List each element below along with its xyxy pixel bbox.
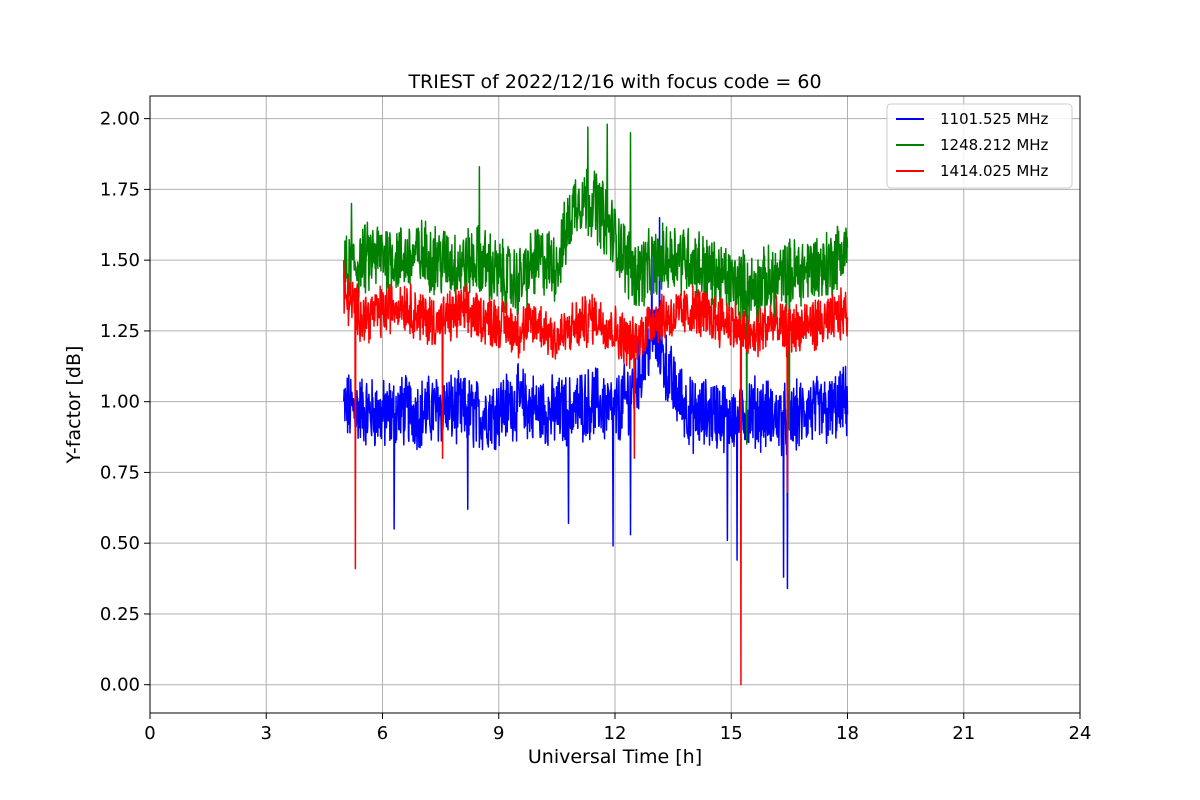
- series-line-1: [343, 216, 849, 590]
- series-line-3: [343, 260, 849, 686]
- x-axis-label: Universal Time [h]: [528, 746, 702, 768]
- x-tick-label: 0: [144, 723, 155, 744]
- x-tick-label: 15: [720, 723, 743, 744]
- legend-label: 1248.212 MHz: [940, 136, 1049, 154]
- y-axis-label: Y-factor [dB]: [63, 346, 85, 465]
- x-tick-label: 12: [604, 723, 627, 744]
- x-tick-label: 21: [952, 723, 975, 744]
- y-tick-label: 0.25: [100, 604, 140, 625]
- y-tick-label: 1.75: [100, 179, 140, 200]
- y-tick-label: 1.50: [100, 250, 140, 271]
- x-tick-label: 24: [1069, 723, 1092, 744]
- chart-title: TRIEST of 2022/12/16 with focus code = 6…: [407, 71, 821, 93]
- y-tick-label: 0.00: [100, 675, 140, 696]
- y-tick-label: 2.00: [100, 109, 140, 130]
- x-tick-label: 9: [493, 723, 504, 744]
- legend-label: 1414.025 MHz: [940, 162, 1049, 180]
- y-tick-label: 0.50: [100, 533, 140, 554]
- series-line-2: [343, 123, 849, 445]
- series-layer: [343, 123, 849, 686]
- x-tick-label: 6: [377, 723, 388, 744]
- x-tick-label: 3: [261, 723, 272, 744]
- y-tick-label: 1.25: [100, 321, 140, 342]
- legend-box: [886, 103, 1073, 189]
- ticks: 0 3 6 9 12 15 18 21 24 0.00 0.25 0.50 0.75 1.00 1.25 1.…: [100, 109, 1092, 744]
- legend-label: 1101.525 MHz: [940, 110, 1049, 128]
- x-tick-label: 18: [836, 723, 859, 744]
- legend: 1101.525 MHz 1248.212 MHz 1414.025 MHz: [886, 103, 1073, 189]
- y-tick-label: 1.00: [100, 392, 140, 413]
- y-tick-label: 0.75: [100, 462, 140, 483]
